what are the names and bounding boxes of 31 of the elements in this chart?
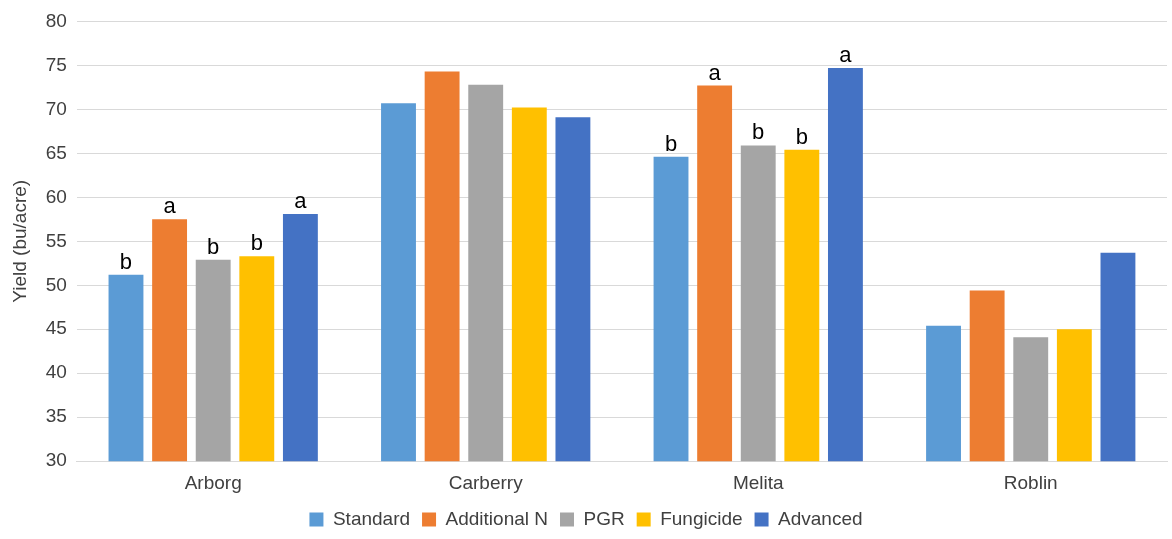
y-tick-label: 45 [45,317,67,339]
data-label: b [752,119,765,145]
x-tick-label: Arborg [184,471,242,493]
data-label: a [294,188,308,214]
data-label: b [664,130,678,156]
y-tick-label: 80 [45,9,67,31]
data-label: a [839,42,853,68]
y-tick-label: 40 [45,361,67,383]
legend-label: Standard [332,507,411,529]
y-tick-label: 35 [45,405,67,427]
legend-label: Additional N [445,507,548,529]
data-label: b [207,233,220,259]
y-tick-label: 55 [45,229,67,251]
y-tick-label: 60 [45,185,67,207]
data-label: a [708,59,722,85]
y-tick-label: 50 [45,273,67,295]
data-label: b [250,230,263,256]
legend-label: PGR [583,507,625,529]
x-tick-label: Roblin [1003,471,1058,493]
y-axis-title: Yield (bu/acre) [8,179,30,303]
x-tick-label: Carberry [448,471,524,493]
x-tick-label: Melita [732,471,784,493]
data-label: a [163,193,177,219]
data-label: b [795,123,808,149]
legend-label: Fungicide [660,507,743,529]
y-tick-label: 75 [45,53,67,75]
legend-label: Advanced [778,507,863,529]
y-tick-label: 70 [45,97,67,119]
y-tick-label: 30 [45,449,67,471]
y-tick-label: 65 [45,141,67,163]
data-label: b [119,248,133,274]
